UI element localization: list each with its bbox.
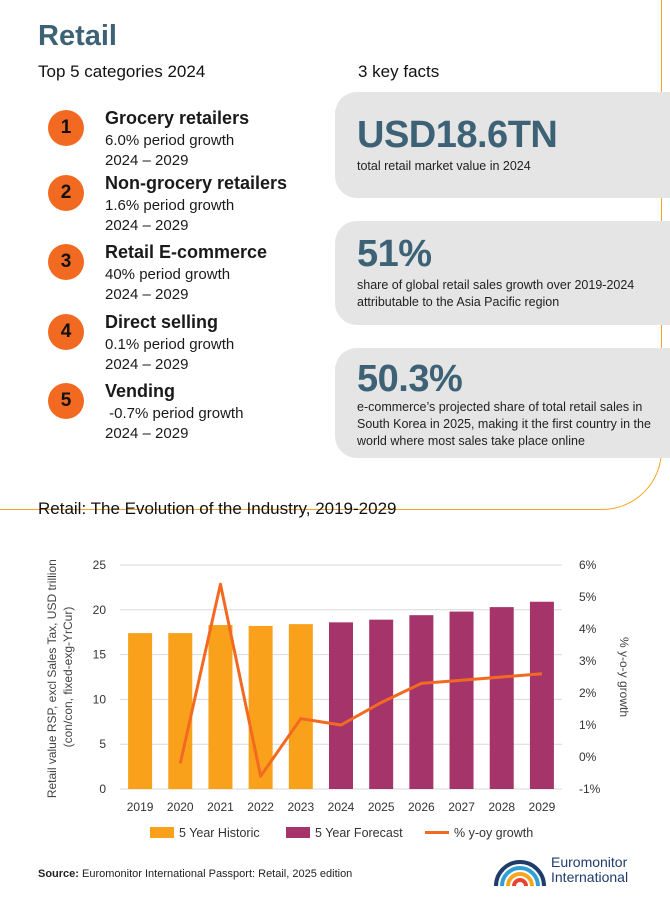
category-name: Non-grocery retailers: [105, 173, 288, 193]
y-tick-label: 10: [93, 692, 107, 706]
y2-tick-label: 2%: [579, 686, 597, 700]
category-item: 2 Non-grocery retailers 1.6% period grow…: [48, 173, 298, 235]
x-tick-label: 2024: [328, 800, 355, 814]
fact-description: total retail market value in 2024: [357, 159, 531, 173]
y2-axis-label: % y-o-y growth: [617, 637, 631, 717]
category-growth: 0.1% period growth: [105, 336, 235, 353]
y2-tick-label: -1%: [579, 782, 601, 796]
category-item: 4 Direct selling 0.1% period growth 2024…: [48, 312, 298, 374]
logo-line-2: International: [551, 869, 629, 885]
rank-badge: 4: [48, 314, 84, 350]
y2-tick-label: 4%: [579, 622, 597, 636]
category-growth: 6.0% period growth: [105, 132, 235, 149]
euromonitor-logo: Euromonitor International: [492, 852, 642, 892]
x-tick-label: 2027: [448, 800, 475, 814]
key-fact-card: 50.3% e-commerce’s projected share of to…: [335, 348, 670, 458]
x-tick-label: 2019: [127, 800, 154, 814]
category-growth: 1.6% period growth: [105, 197, 235, 214]
category-item: 5 Vending -0.7% period growth 2024 – 202…: [48, 381, 298, 443]
x-tick-label: 2029: [529, 800, 556, 814]
bars: [128, 601, 554, 789]
category-name: Direct selling: [105, 312, 219, 332]
category-period: 2024 – 2029: [105, 152, 189, 169]
forecast-bar: [369, 619, 394, 789]
fact-value: 51%: [357, 233, 432, 275]
source-label: Source:: [38, 868, 79, 880]
key-fact-card: USD18.6TN total retail market value in 2…: [335, 92, 670, 198]
x-tick-label: 2020: [167, 800, 194, 814]
x-tick-label: 2023: [287, 800, 314, 814]
y2-tick-label: 0%: [579, 750, 597, 764]
y2-tick-label: 6%: [579, 558, 597, 572]
y-tick-label: 0: [99, 782, 106, 796]
legend-label: 5 Year Forecast: [315, 826, 403, 840]
category-period: 2024 – 2029: [105, 286, 189, 303]
growth-line: [178, 582, 543, 778]
y-tick-label: 25: [93, 558, 107, 572]
chart-legend: 5 Year Historic 5 Year Forecast % y-oy gro…: [150, 826, 533, 840]
category-item: 3 Retail E-commerce 40% period growth 20…: [48, 242, 298, 304]
page-title: Retail: [38, 20, 117, 52]
source-text: Euromonitor International Passport: Reta…: [82, 868, 353, 880]
category-name: Vending: [105, 381, 176, 401]
forecast-bar: [529, 601, 554, 789]
category-period: 2024 – 2029: [105, 356, 189, 373]
categories-heading: Top 5 categories 2024: [38, 62, 206, 81]
x-tick-label: 2022: [247, 800, 274, 814]
x-tick-label: 2028: [488, 800, 515, 814]
category-name: Retail E-commerce: [105, 242, 268, 262]
category-name: Grocery retailers: [105, 108, 250, 128]
forecast-bar: [329, 622, 353, 789]
x-tick-label: 2025: [368, 800, 395, 814]
rank-badge: 1: [48, 110, 84, 146]
rank-badge: 3: [48, 244, 84, 280]
y-axis-label-line2: (con/con, fixed-exg-YrCur): [61, 607, 75, 748]
legend-label: % y-oy growth: [454, 826, 533, 840]
rank-badge: 5: [48, 383, 84, 419]
category-growth: 40% period growth: [105, 266, 231, 283]
fact-value: 50.3%: [357, 358, 463, 400]
rank-badge: 2: [48, 175, 84, 211]
logo-arc-icon: [494, 860, 546, 887]
y-tick-label: 20: [93, 603, 107, 617]
logo-line-1: Euromonitor: [551, 854, 628, 870]
forecast-bar: [449, 611, 474, 789]
facts-heading: 3 key facts: [358, 62, 440, 81]
historic-bar: [168, 633, 193, 789]
historic-bar: [288, 624, 313, 789]
y-axis-label: Retail value RSP, excl Sales Tax, USD tr…: [45, 556, 75, 798]
y-tick-label: 5: [99, 737, 106, 751]
x-tick-label: 2026: [408, 800, 435, 814]
legend-label: 5 Year Historic: [179, 826, 260, 840]
y-tick-label: 15: [93, 648, 107, 662]
forecast-bar: [409, 615, 434, 789]
historic-bar: [208, 625, 233, 789]
category-period: 2024 – 2029: [105, 425, 189, 442]
fact-value: USD18.6TN: [357, 114, 558, 156]
key-fact-card: 51% share of global retail sales growth …: [335, 221, 670, 325]
y2-tick-label: 3%: [579, 654, 597, 668]
legend-swatch: [286, 827, 310, 838]
category-item: 1 Grocery retailers 6.0% period growth 2…: [48, 108, 298, 170]
growth-line-layer: [178, 582, 543, 778]
category-growth: -0.7% period growth: [105, 405, 244, 422]
legend-swatch: [150, 827, 174, 838]
y-axis-label-line1: Retail value RSP, excl Sales Tax, USD tr…: [45, 559, 59, 798]
chart-title: Retail: The Evolution of the Industry, 2…: [38, 499, 397, 518]
industry-evolution-chart: Retail: The Evolution of the Industry, 2…: [38, 499, 631, 840]
x-tick-label: 2021: [207, 800, 234, 814]
y2-tick-label: 1%: [579, 718, 597, 732]
fact-description: share of global retail sales growth over…: [357, 278, 635, 309]
historic-bar: [128, 633, 153, 789]
logo-wordmark: Euromonitor International: [551, 855, 628, 885]
forecast-bar: [489, 607, 514, 789]
source-note: Source: Euromonitor International Passpo…: [38, 868, 352, 880]
fact-description: e-commerce’s projected share of total re…: [357, 400, 651, 448]
y2-tick-label: 5%: [579, 590, 597, 604]
category-period: 2024 – 2029: [105, 217, 189, 234]
